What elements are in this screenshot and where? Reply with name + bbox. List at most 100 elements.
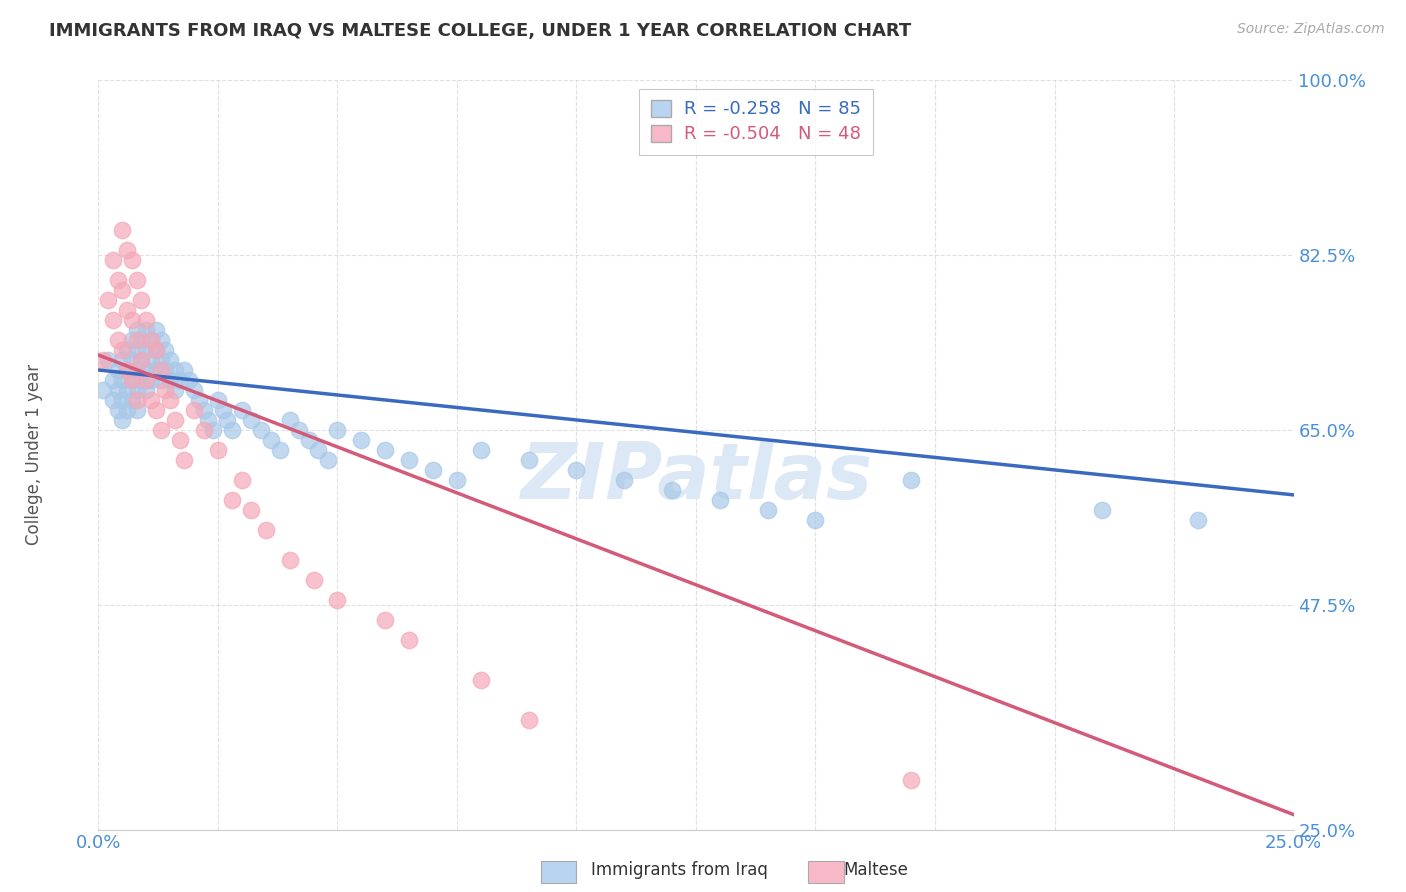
Point	[278, 413, 301, 427]
Point	[422, 463, 444, 477]
Legend: R = -0.258   N = 85, R = -0.504   N = 48: R = -0.258 N = 85, R = -0.504 N = 48	[638, 88, 873, 155]
Point	[565, 463, 588, 477]
Point	[1091, 503, 1114, 517]
Point	[101, 313, 124, 327]
Point	[145, 343, 167, 357]
Point	[211, 403, 233, 417]
Point	[149, 373, 172, 387]
Point	[240, 413, 263, 427]
Point	[288, 423, 311, 437]
Y-axis label: College, Under 1 year: College, Under 1 year	[25, 364, 42, 546]
Point	[169, 373, 191, 387]
Point	[187, 392, 209, 407]
Point	[115, 243, 138, 257]
Point	[125, 403, 148, 417]
Point	[145, 323, 167, 337]
Point	[155, 383, 177, 397]
Point	[259, 433, 281, 447]
Point	[709, 492, 731, 507]
Point	[159, 373, 181, 387]
Point	[125, 392, 148, 407]
Point	[125, 273, 148, 287]
Point	[756, 503, 779, 517]
Point	[139, 333, 162, 347]
Point	[121, 333, 143, 347]
Point	[125, 343, 148, 357]
Point	[135, 343, 157, 357]
Point	[316, 453, 339, 467]
Point	[135, 313, 157, 327]
Point	[101, 392, 124, 407]
Point	[135, 383, 157, 397]
Point	[163, 383, 186, 397]
Point	[149, 363, 172, 377]
Point	[131, 353, 153, 368]
Point	[107, 333, 129, 347]
Point	[131, 353, 153, 368]
Point	[125, 323, 148, 337]
Text: Maltese: Maltese	[844, 861, 908, 879]
Point	[221, 423, 243, 437]
Point	[613, 473, 636, 487]
Point	[121, 373, 143, 387]
Point	[131, 293, 153, 307]
Point	[804, 513, 827, 527]
Point	[163, 413, 186, 427]
Point	[217, 413, 239, 427]
Point	[155, 343, 177, 357]
Point	[145, 403, 167, 417]
Point	[111, 373, 134, 387]
Point	[131, 333, 153, 347]
Point	[149, 333, 172, 347]
Point	[145, 343, 167, 357]
Point	[207, 392, 229, 407]
Point	[111, 353, 134, 368]
Point	[135, 323, 157, 337]
Point	[101, 373, 124, 387]
Point	[398, 632, 420, 647]
Point	[149, 353, 172, 368]
Point	[125, 363, 148, 377]
Point	[115, 363, 138, 377]
Text: Source: ZipAtlas.com: Source: ZipAtlas.com	[1237, 22, 1385, 37]
Point	[517, 453, 540, 467]
Point	[202, 423, 225, 437]
Point	[231, 403, 253, 417]
Point	[111, 392, 134, 407]
Point	[250, 423, 273, 437]
Point	[298, 433, 321, 447]
Point	[107, 273, 129, 287]
Text: Immigrants from Iraq: Immigrants from Iraq	[591, 861, 768, 879]
Point	[139, 392, 162, 407]
Point	[125, 333, 148, 347]
Point	[207, 442, 229, 457]
Point	[121, 373, 143, 387]
Point	[149, 423, 172, 437]
Point	[446, 473, 468, 487]
Point	[135, 373, 157, 387]
Point	[121, 353, 143, 368]
Point	[278, 553, 301, 567]
Point	[183, 403, 205, 417]
Point	[139, 353, 162, 368]
Point	[661, 483, 683, 497]
Point	[115, 303, 138, 318]
Text: ZIPatlas: ZIPatlas	[520, 440, 872, 516]
Point	[135, 363, 157, 377]
Point	[91, 353, 114, 368]
Point	[1187, 513, 1209, 527]
Point	[302, 573, 325, 587]
Point	[193, 403, 215, 417]
Point	[173, 453, 195, 467]
Point	[173, 363, 195, 377]
Point	[470, 442, 492, 457]
Point	[115, 383, 138, 397]
Point	[159, 353, 181, 368]
Point	[163, 363, 186, 377]
Point	[398, 453, 420, 467]
Point	[350, 433, 373, 447]
Point	[374, 613, 396, 627]
Text: IMMIGRANTS FROM IRAQ VS MALTESE COLLEGE, UNDER 1 YEAR CORRELATION CHART: IMMIGRANTS FROM IRAQ VS MALTESE COLLEGE,…	[49, 22, 911, 40]
Point	[159, 392, 181, 407]
Point	[139, 373, 162, 387]
